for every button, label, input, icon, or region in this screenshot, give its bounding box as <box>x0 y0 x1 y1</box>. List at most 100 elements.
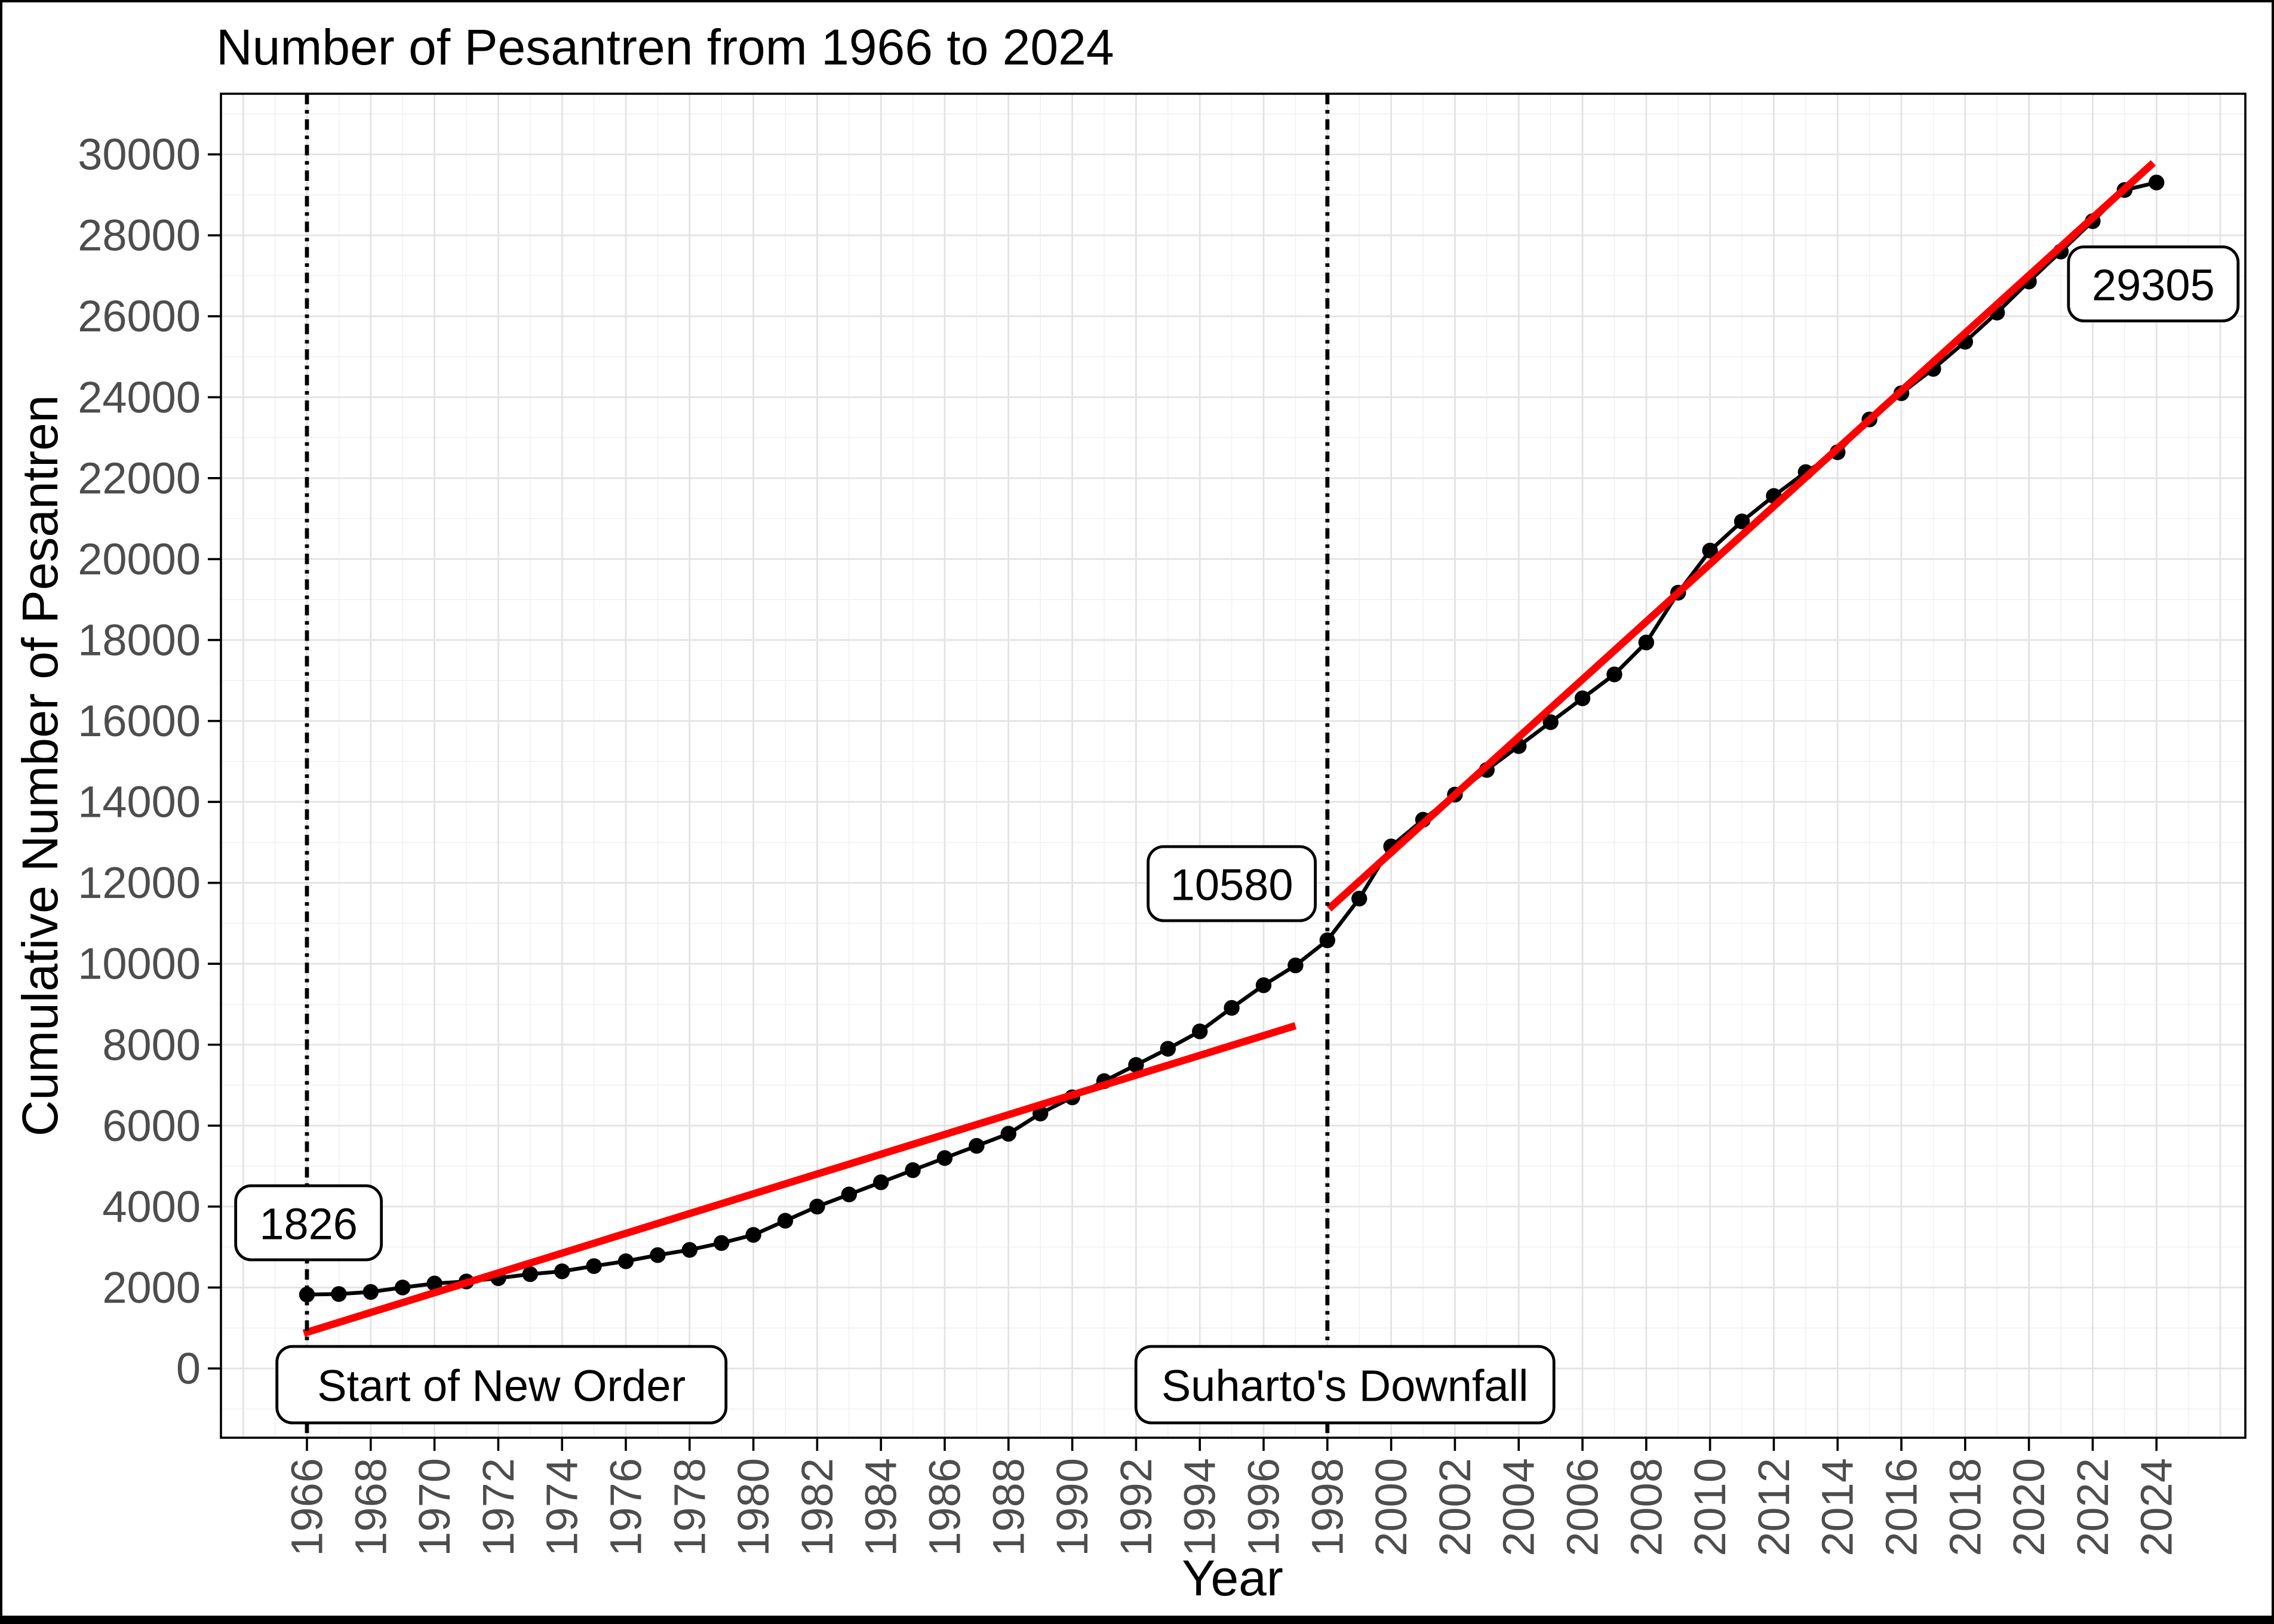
data-point <box>1000 1125 1017 1142</box>
x-tick-label: 2010 <box>1685 1458 1735 1557</box>
x-tick-label: 2022 <box>2068 1458 2118 1557</box>
data-point <box>299 1287 315 1303</box>
y-tick-label: 4000 <box>102 1182 201 1231</box>
data-point <box>522 1266 538 1282</box>
x-tick-label: 2024 <box>2132 1458 2181 1557</box>
data-point <box>1192 1023 1208 1039</box>
annotation-box <box>2067 245 2240 322</box>
x-tick-label: 2006 <box>1558 1458 1608 1557</box>
annotation-box <box>275 1345 728 1425</box>
event-vlines-layer <box>305 94 1330 1438</box>
y-tick-label: 14000 <box>78 777 201 827</box>
x-tick-label: 1968 <box>346 1458 395 1557</box>
chart-title: Number of Pesantren from 1966 to 2024 <box>216 19 1114 75</box>
data-point <box>1128 1057 1144 1073</box>
data-point <box>586 1258 602 1274</box>
x-tick-label: 1970 <box>410 1458 459 1557</box>
x-tick-label: 1982 <box>792 1458 842 1557</box>
x-tick-label: 1980 <box>729 1458 778 1557</box>
axis-ticks-layer: 1966 1968 1970 1972 1974 1976 1978 1980 1982 1984… <box>78 130 2181 1557</box>
bottom-bar <box>0 1616 2274 1624</box>
data-point <box>1287 957 1304 974</box>
y-axis-title: Cumulative Number of Pesantren <box>12 395 68 1136</box>
data-point <box>617 1253 634 1269</box>
data-point <box>745 1227 761 1243</box>
y-tick-label: 28000 <box>78 211 201 260</box>
data-point <box>2149 174 2165 190</box>
x-tick-label: 2004 <box>1494 1458 1544 1557</box>
trend-lines-layer <box>302 160 2156 1337</box>
y-tick-label: 18000 <box>78 615 201 665</box>
annotation-label: Suharto's Downfall <box>1161 1361 1529 1411</box>
data-point <box>681 1242 698 1258</box>
x-tick-label: 1972 <box>474 1458 523 1557</box>
x-tick-label: 1978 <box>665 1458 714 1557</box>
panel-border <box>220 93 2247 1439</box>
gridlines-minor <box>221 94 2245 1438</box>
y-tick-label: 8000 <box>102 1020 201 1069</box>
x-tick-label: 1974 <box>537 1458 587 1557</box>
panel-background <box>221 94 2245 1438</box>
y-tick-label: 26000 <box>78 291 201 341</box>
y-tick-label: 30000 <box>78 130 201 179</box>
data-point <box>1606 666 1622 682</box>
x-tick-label: 2002 <box>1430 1458 1480 1557</box>
data-point <box>714 1235 730 1251</box>
x-tick-label: 1986 <box>920 1458 970 1557</box>
data-point <box>1255 977 1272 994</box>
annotation-label: Start of New Order <box>317 1361 686 1411</box>
gridlines-major <box>221 94 2245 1438</box>
y-tick-label: 6000 <box>102 1101 201 1151</box>
annotation-box <box>1147 845 1317 922</box>
data-point <box>1638 634 1654 651</box>
annotation-label: 29305 <box>2092 260 2215 310</box>
x-tick-label: 2020 <box>2004 1458 2054 1557</box>
data-point <box>873 1174 889 1191</box>
data-point <box>1574 690 1591 706</box>
data-point <box>554 1263 570 1279</box>
x-tick-label: 2018 <box>1940 1458 1990 1557</box>
data-point <box>969 1138 985 1154</box>
data-point <box>1542 714 1559 730</box>
data-point <box>1351 890 1368 907</box>
x-tick-label: 2016 <box>1877 1458 1926 1557</box>
panel-border-layer <box>220 93 2247 1439</box>
data-point <box>1224 999 1240 1016</box>
data-point <box>650 1247 666 1263</box>
y-tick-label: 12000 <box>78 858 201 908</box>
x-tick-label: 1976 <box>601 1458 651 1557</box>
data-point <box>362 1284 379 1300</box>
annotation-label: 10580 <box>1170 860 1293 909</box>
data-point <box>809 1198 825 1215</box>
x-tick-label: 2014 <box>1813 1458 1863 1557</box>
x-tick-label: 1994 <box>1175 1458 1225 1557</box>
x-tick-label: 1988 <box>984 1458 1033 1557</box>
annotation-box <box>234 1184 383 1262</box>
y-tick-label: 0 <box>176 1344 201 1394</box>
x-tick-label: 1984 <box>856 1458 906 1557</box>
annotation-label: 1826 <box>259 1199 358 1248</box>
data-point <box>331 1286 347 1302</box>
y-tick-label: 16000 <box>78 696 201 746</box>
y-tick-label: 24000 <box>78 373 201 422</box>
y-tick-label: 22000 <box>78 453 201 503</box>
x-tick-label: 2012 <box>1749 1458 1799 1557</box>
data-point <box>426 1275 442 1291</box>
x-tick-label: 2008 <box>1621 1458 1671 1557</box>
trend-line-segment <box>302 1022 1297 1337</box>
plot-panel <box>221 94 2245 1438</box>
y-tick-label: 2000 <box>102 1263 201 1312</box>
x-tick-label: 1992 <box>1111 1458 1161 1557</box>
trend-line-segment <box>1326 160 2156 912</box>
y-tick-label: 10000 <box>78 939 201 989</box>
data-point <box>905 1162 921 1179</box>
data-point <box>777 1213 794 1229</box>
data-point <box>841 1186 858 1202</box>
x-tick-label: 2000 <box>1366 1458 1416 1557</box>
annotations-layer: 1826 10580 29305 Start of New Order Suharto'… <box>234 245 2240 1425</box>
data-point <box>395 1279 411 1296</box>
data-point <box>1160 1041 1176 1057</box>
x-tick-label: 1996 <box>1239 1458 1289 1557</box>
x-tick-label: 1998 <box>1302 1458 1352 1557</box>
